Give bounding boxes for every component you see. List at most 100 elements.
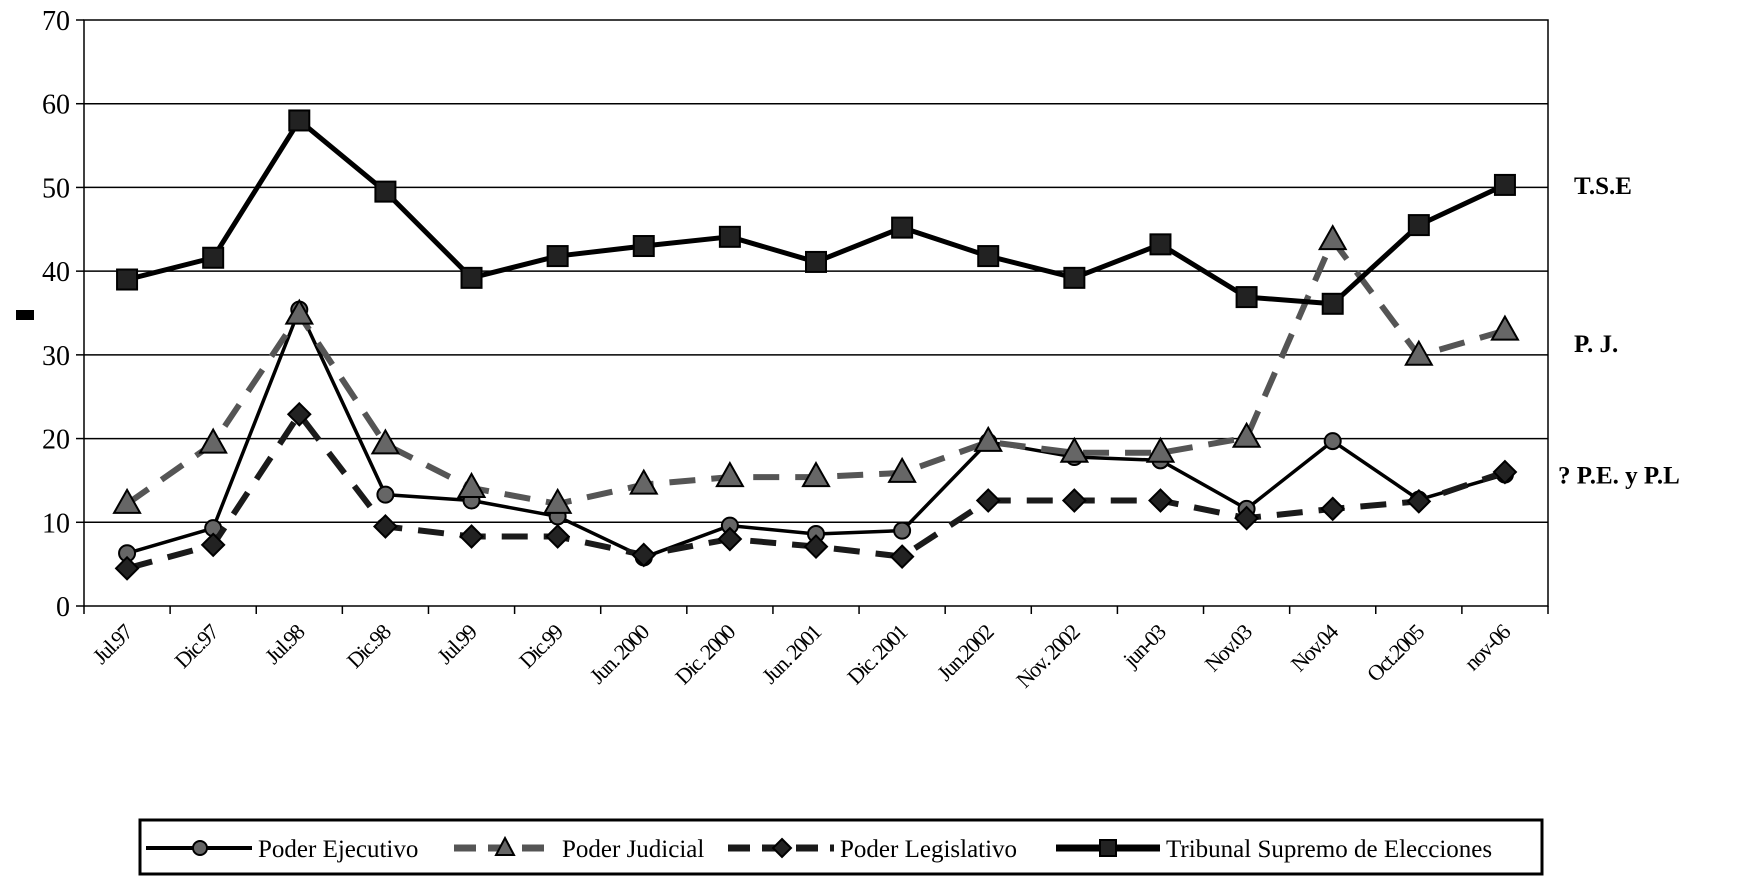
data-point [893, 521, 912, 540]
data-point [1061, 488, 1087, 513]
x-tick-label: jun-03 [1117, 619, 1171, 673]
data-point [1235, 286, 1258, 309]
x-tick-label: Jul.97 [88, 619, 138, 669]
data-point [542, 487, 573, 514]
data-point [1145, 436, 1176, 463]
data-point [631, 542, 657, 568]
data-point [1148, 488, 1173, 513]
data-point [372, 514, 398, 539]
data-point [376, 485, 395, 504]
series-layer [112, 109, 1520, 581]
data-point [973, 425, 1003, 452]
right-label-0: T.S.E [1574, 173, 1632, 200]
data-point [887, 456, 917, 483]
x-tick-label: Jun. 2001 [757, 620, 826, 689]
data-point [286, 401, 312, 427]
x-tick-label: Dic.97 [169, 619, 223, 673]
legend-label: Poder Ejecutivo [258, 836, 418, 863]
data-point [1149, 233, 1172, 256]
data-point [629, 468, 659, 495]
data-point [202, 246, 225, 269]
data-point [1320, 496, 1346, 522]
series-poder-judicial [112, 224, 1520, 514]
data-point [801, 461, 831, 488]
data-point [1317, 224, 1348, 251]
legend-label: Poder Judicial [562, 836, 704, 863]
x-tick-label: Dic.98 [342, 619, 396, 673]
data-point [1321, 292, 1344, 315]
y-tick-label: 10 [42, 508, 70, 539]
data-point [1059, 436, 1090, 463]
data-point [1407, 214, 1430, 237]
data-point [546, 245, 569, 268]
series-line [126, 307, 1506, 560]
y-tick-label: 60 [42, 90, 70, 121]
legend-box [138, 818, 1544, 876]
y-tick-label: 30 [42, 341, 70, 372]
gridlines [84, 102, 1548, 524]
x-tick-label: nov-06 [1459, 619, 1515, 675]
plot-frame [83, 19, 1549, 607]
legend-label: Poder Legislativo [840, 836, 1017, 863]
data-point [977, 245, 1000, 268]
legend-item-poder-legislativo: Poder Legislativo [728, 836, 1017, 863]
data-point [114, 555, 140, 581]
data-point [1404, 339, 1434, 366]
series-poder-legislativo [114, 401, 1518, 581]
series-line [126, 117, 1506, 307]
y-tick-label: 20 [42, 425, 70, 456]
y-tick-label: 40 [42, 257, 70, 288]
data-point [1492, 459, 1518, 485]
x-tick-label: Dic. 2001 [842, 620, 912, 690]
data-point [975, 488, 1001, 513]
series-tribunal-supremo-de-elecciones [116, 109, 1516, 315]
y-tick-label: 50 [42, 173, 70, 204]
x-tick-label: Nov.04 [1286, 619, 1344, 677]
x-tick-label: Dic. 2000 [670, 619, 741, 690]
legend-item-tribunal-supremo: Tribunal Supremo de Elecciones [1056, 836, 1492, 863]
data-point [715, 461, 745, 488]
data-point [1493, 173, 1516, 196]
data-point [805, 250, 827, 273]
x-tick-label: Nov.03 [1200, 619, 1258, 677]
y-axis-ticks: 0 10 20 30 40 50 60 70 [42, 6, 84, 623]
data-point [1406, 488, 1432, 514]
legend-label: Tribunal Supremo de Elecciones [1166, 836, 1492, 863]
x-tick-label: Nov. 2002 [1011, 620, 1084, 693]
data-point [803, 534, 829, 559]
data-point [112, 487, 142, 514]
x-tick-label: Oct.2005 [1362, 619, 1430, 687]
data-point [284, 298, 315, 325]
x-axis-ticks: Jul.97 Dic.97 Jul.98 Dic.98 Jul.99 Dic.99 Jun.… [83, 606, 1549, 693]
x-tick-label: Dic.99 [514, 619, 568, 673]
data-point [200, 532, 226, 558]
data-point [718, 225, 741, 248]
data-point [1063, 266, 1086, 289]
data-point [545, 524, 571, 549]
x-tick-label: Jun. 2000 [585, 619, 655, 689]
data-point [717, 526, 743, 552]
data-point [370, 428, 401, 455]
y-tick-label: 0 [56, 592, 70, 623]
data-point [1234, 505, 1260, 531]
legend-item-poder-ejecutivo: Poder Ejecutivo [146, 836, 418, 863]
legend-item-poder-judicial: Poder Judicial [454, 835, 704, 863]
data-point [198, 427, 228, 454]
data-point [460, 266, 483, 289]
data-point [288, 109, 311, 132]
data-point [1490, 314, 1520, 341]
x-tick-label: Jul.98 [260, 619, 310, 669]
data-point [889, 544, 915, 570]
data-point [374, 180, 397, 203]
y-axis-marker [16, 310, 34, 320]
right-labels: T.S.E P. J. ? P.E. y P.L [1558, 173, 1680, 490]
data-point [456, 471, 487, 498]
right-label-2: ? P.E. y P.L [1558, 463, 1680, 490]
y-tick-label: 70 [42, 6, 70, 37]
data-point [1231, 421, 1262, 448]
x-tick-label: Jul.99 [432, 619, 482, 669]
series-poder-ejecutivo [118, 300, 1514, 567]
data-point [632, 235, 655, 258]
data-point [1323, 432, 1342, 451]
